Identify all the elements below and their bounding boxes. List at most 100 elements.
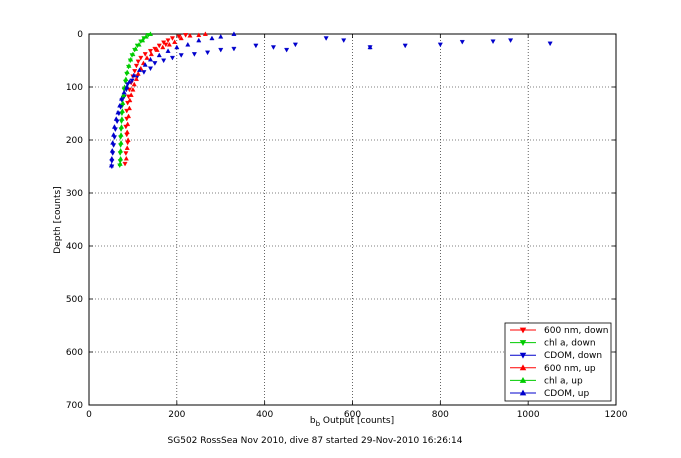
legend-label: CDOM, up xyxy=(544,389,589,399)
data-marks xyxy=(108,31,553,170)
data-point xyxy=(109,155,115,161)
footer-caption: SG502 RossSea Nov 2010, dive 87 started … xyxy=(168,436,463,446)
data-point xyxy=(169,36,175,41)
legend-marker xyxy=(519,389,527,396)
data-point xyxy=(110,140,116,145)
x-tick-label: 400 xyxy=(256,410,273,420)
data-point xyxy=(119,108,125,113)
data-point xyxy=(148,51,154,57)
data-point xyxy=(547,41,553,47)
data-point xyxy=(123,151,129,156)
data-point xyxy=(183,33,189,38)
data-point xyxy=(133,63,139,69)
data-point xyxy=(231,46,237,52)
data-point xyxy=(111,132,117,137)
data-point xyxy=(142,62,148,67)
data-point xyxy=(129,78,135,84)
data-point xyxy=(131,81,137,87)
y-tick-label: 0 xyxy=(77,30,83,40)
data-point xyxy=(124,145,130,150)
data-point xyxy=(132,69,138,74)
x-axis-label-subscript: b xyxy=(316,420,321,428)
data-point xyxy=(111,124,118,129)
x-tick-label: 1000 xyxy=(517,410,540,420)
data-point xyxy=(124,129,130,135)
data-point xyxy=(121,89,127,95)
legend-label: 600 nm, down xyxy=(544,326,609,336)
data-point xyxy=(147,66,154,72)
data-point xyxy=(126,105,132,111)
data-point xyxy=(118,147,124,153)
data-point xyxy=(284,47,290,53)
data-point xyxy=(165,38,171,43)
data-point xyxy=(172,39,178,44)
x-axis-label-main: b xyxy=(310,416,316,426)
data-point xyxy=(178,53,184,58)
x-axis-label-rest: Output [counts] xyxy=(320,416,394,426)
legend: 600 nm, down chl a, down CDOM, down 600 nm,… xyxy=(504,322,612,402)
data-point xyxy=(108,162,114,168)
x-tick-label: 200 xyxy=(168,410,185,420)
data-point xyxy=(154,47,160,52)
x-tick-label: 1200 xyxy=(605,410,628,420)
legend-box xyxy=(504,322,612,402)
data-point xyxy=(437,42,443,48)
data-point xyxy=(169,55,175,61)
data-point xyxy=(156,43,162,49)
y-tick-label: 600 xyxy=(66,348,83,358)
legend-marker xyxy=(519,364,527,371)
data-point xyxy=(125,121,131,127)
data-point xyxy=(161,58,167,64)
data-point xyxy=(152,46,158,52)
data-point xyxy=(109,147,115,153)
y-tick-label: 100 xyxy=(66,83,83,93)
data-point xyxy=(341,38,347,43)
data-point xyxy=(367,44,373,50)
data-point xyxy=(130,87,136,92)
data-point xyxy=(118,155,124,161)
data-point xyxy=(218,47,224,53)
data-point xyxy=(121,92,127,97)
data-point xyxy=(292,42,298,48)
y-axis-label: Depth [counts] xyxy=(53,186,63,253)
y-tick-label: 200 xyxy=(66,136,83,146)
x-tick-label: 600 xyxy=(344,410,361,420)
data-point xyxy=(125,113,132,119)
legend-label: CDOM, down xyxy=(544,351,602,361)
y-tick-label: 400 xyxy=(66,242,83,252)
data-point xyxy=(140,37,146,43)
data-point xyxy=(143,34,149,39)
data-point xyxy=(117,161,123,166)
data-point xyxy=(118,124,125,129)
data-point xyxy=(490,39,496,45)
data-point xyxy=(166,41,172,47)
data-point xyxy=(113,116,119,121)
data-point xyxy=(124,69,130,75)
data-point xyxy=(253,43,259,49)
data-point xyxy=(147,49,154,54)
data-point xyxy=(119,116,125,121)
y-tick-label: 300 xyxy=(66,189,83,199)
data-point xyxy=(142,52,148,57)
data-point xyxy=(147,56,154,62)
data-point xyxy=(123,155,129,161)
data-point xyxy=(117,102,123,108)
y-tick-label: 700 xyxy=(66,401,83,411)
legend-marker xyxy=(519,352,527,359)
x-tick-label: 800 xyxy=(432,410,449,420)
data-point xyxy=(130,51,136,57)
data-point xyxy=(270,45,276,50)
data-point xyxy=(508,38,514,43)
data-point xyxy=(144,55,150,60)
data-point xyxy=(218,34,224,39)
legend-marker xyxy=(519,340,527,347)
data-point xyxy=(120,100,126,105)
data-point xyxy=(126,63,132,68)
data-point xyxy=(131,72,137,78)
legend-marker xyxy=(519,376,527,383)
data-point xyxy=(152,61,158,66)
data-point xyxy=(127,97,133,103)
data-point xyxy=(118,140,124,145)
data-point xyxy=(196,37,202,43)
